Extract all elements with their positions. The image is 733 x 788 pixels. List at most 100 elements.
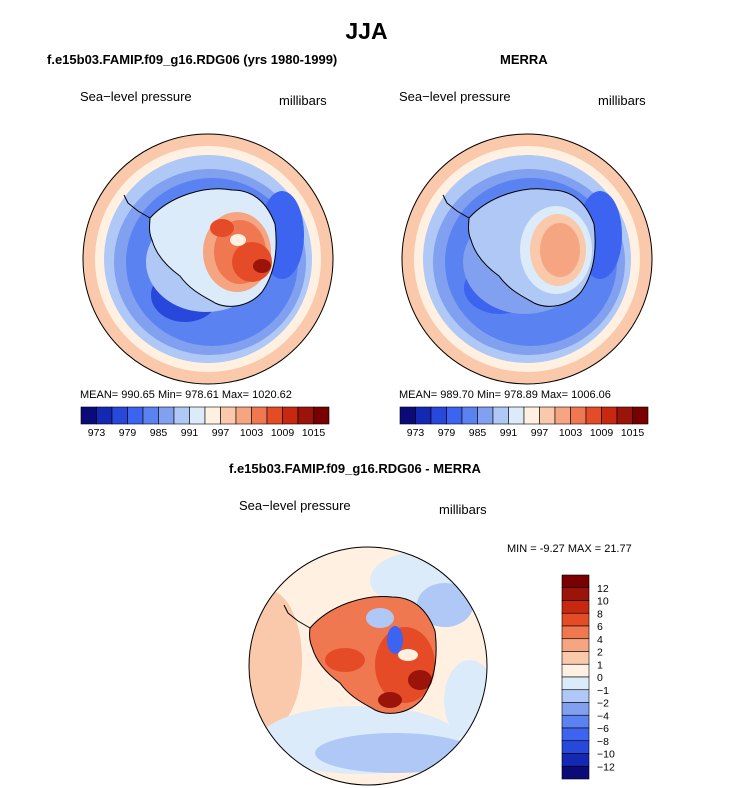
diff-colorbar-box (561, 714, 590, 729)
model-colorbar: 973 979 985 991 997 1003 1009 1015 (80, 406, 330, 439)
model-colorbar-tick-label: 1009 (271, 427, 295, 439)
obs-colorbar-box (570, 406, 587, 425)
obs-colorbar-box (477, 406, 494, 425)
obs-colorbar-box (539, 406, 556, 425)
diff-colorbar-tick-label: 4 (597, 634, 603, 646)
diff-units-label: millibars (439, 502, 487, 517)
diff-colorbar-tick-label: −12 (597, 761, 615, 773)
obs-colorbar-box (415, 406, 432, 425)
diff-colorbar-tick-label: 2 (597, 647, 603, 659)
diff-colorbar-box (561, 600, 590, 614)
obs-colorbar-tick-label: 1015 (621, 427, 645, 439)
model-colorbar-box (235, 406, 252, 425)
diff-map-positive-west (249, 590, 302, 730)
diff-colorbar-box (561, 727, 590, 742)
diff-map-neg-1 (366, 608, 394, 628)
diff-colorbar-tick-label: 6 (597, 621, 603, 633)
model-map-high-max (253, 259, 271, 273)
obs-colorbar-box (616, 406, 633, 425)
model-units-label: millibars (279, 93, 327, 108)
model-colorbar-box (158, 406, 175, 425)
obs-colorbar-box (399, 406, 416, 425)
diff-map-pos-2 (408, 670, 432, 690)
diff-colorbar-box (561, 663, 590, 678)
model-colorbar-box (173, 406, 190, 425)
diff-colorbar-tick-label: −1 (597, 685, 609, 697)
diff-colorbar-tick-label: 12 (597, 583, 609, 595)
model-colorbar-tick-label: 991 (181, 427, 199, 439)
obs-colorbar-tick-label: 973 (407, 427, 425, 439)
model-colorbar-box (111, 406, 128, 425)
diff-map-pos-4 (378, 692, 402, 708)
diff-colorbar-tick-label: 8 (597, 608, 603, 620)
diff-colorbar-box (561, 753, 590, 767)
diff-colorbar-box (561, 587, 590, 601)
obs-map-border (401, 133, 653, 385)
diff-colorbar-tick-label: −8 (597, 736, 609, 748)
model-colorbar-box (80, 406, 97, 425)
model-colorbar-box (204, 406, 221, 425)
model-colorbar-tick-label: 985 (150, 427, 168, 439)
diff-map (249, 547, 487, 785)
obs-colorbar-box (492, 406, 509, 425)
model-map (83, 134, 333, 384)
model-colorbar-box (297, 406, 314, 425)
model-colorbar-box (96, 406, 113, 425)
obs-colorbar-box (632, 406, 649, 425)
diff-colorbar-tick-label: −6 (597, 723, 609, 735)
obs-colorbar-box (508, 406, 525, 425)
obs-map-coastline (442, 188, 596, 307)
diff-colorbar-box (561, 612, 590, 627)
obs-stats: MEAN= 989.70 Min= 978.89 Max= 1006.06 (399, 389, 611, 401)
model-stats: MEAN= 990.65 Min= 978.61 Max= 1020.62 (80, 389, 292, 401)
diff-colorbar-tick-label: 10 (597, 596, 609, 608)
diff-colorbar-box (561, 676, 590, 691)
diff-variable-label: Sea−level pressure (239, 498, 351, 513)
diff-colorbar-tick-label: −4 (597, 710, 609, 722)
model-colorbar-tick-label: 997 (212, 427, 230, 439)
obs-colorbar-tick-label: 979 (438, 427, 456, 439)
model-colorbar-box (220, 406, 237, 425)
model-colorbar-box (313, 406, 330, 425)
obs-colorbar-tick-label: 1009 (590, 427, 614, 439)
model-colorbar-box (142, 406, 159, 425)
diff-map-neg-3 (398, 649, 418, 661)
figure-title: JJA (345, 18, 388, 44)
diff-colorbar-box (561, 574, 590, 589)
diff-colorbar-box (561, 638, 590, 652)
model-colorbar-tick-label: 979 (119, 427, 137, 439)
diff-minmax: MIN = -9.27 MAX = 21.77 (507, 543, 632, 555)
diff-colorbar-tick-label: 0 (597, 672, 603, 684)
obs-units-label: millibars (598, 93, 646, 108)
diff-map-negative-ne (417, 583, 473, 627)
obs-colorbar-box (461, 406, 478, 425)
model-colorbar-tick-label: 973 (88, 427, 106, 439)
model-colorbar-box (251, 406, 268, 425)
obs-colorbar-box (554, 406, 571, 425)
diff-colorbar-box (561, 651, 590, 665)
diff-colorbar-box (561, 765, 590, 780)
obs-colorbar-box (585, 406, 602, 425)
obs-variable-label: Sea−level pressure (399, 89, 511, 104)
model-map-coastline (123, 188, 277, 307)
diff-map-border (248, 546, 488, 786)
obs-colorbar-box (601, 406, 618, 425)
obs-colorbar-box (523, 406, 540, 425)
diff-map-neg-2 (387, 626, 403, 654)
model-map-border (82, 133, 334, 385)
diff-panel-title: f.e15b03.FAMIP.f09_g16.RDG06 - MERRA (229, 461, 481, 476)
model-colorbar-box (266, 406, 283, 425)
model-colorbar-tick-label: 1003 (240, 427, 264, 439)
model-variable-label: Sea−level pressure (80, 89, 192, 104)
diff-map-negative-south-2 (315, 733, 475, 773)
diff-colorbar-box (561, 702, 590, 716)
diff-map-coastline (283, 596, 437, 714)
obs-colorbar-tick-label: 985 (469, 427, 487, 439)
obs-panel-title: MERRA (500, 52, 548, 67)
obs-colorbar-box (430, 406, 447, 425)
diff-colorbar-box (561, 625, 590, 640)
model-map-dome (230, 234, 246, 246)
diff-map-pos-3 (325, 648, 365, 672)
obs-colorbar-tick-label: 997 (531, 427, 549, 439)
